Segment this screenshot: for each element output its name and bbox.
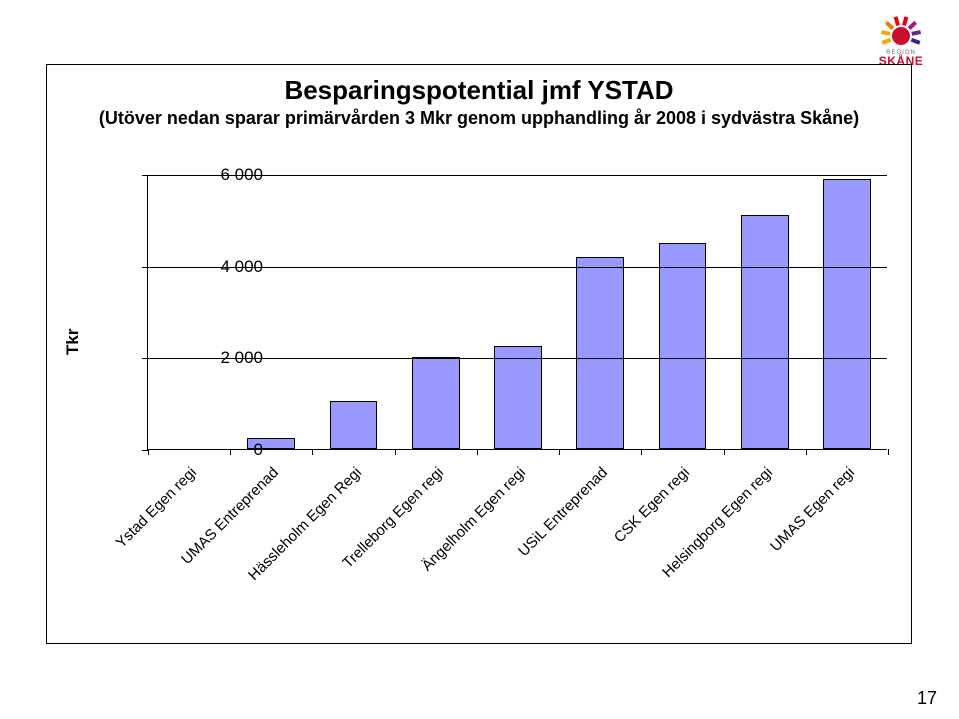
x-tick [312, 449, 313, 455]
chart-title: Besparingspotential jmf YSTAD [47, 75, 911, 106]
sun-icon [873, 8, 929, 50]
x-axis-label: USiL Entreprenad [515, 464, 611, 560]
x-tick [148, 449, 149, 455]
plot-area [147, 175, 887, 450]
bar [659, 243, 707, 449]
x-tick [724, 449, 725, 455]
page-number: 17 [917, 688, 937, 709]
x-tick [641, 449, 642, 455]
y-tick-mark [142, 267, 148, 268]
x-axis-label: CSK Egen regi [611, 464, 693, 546]
y-tick-label: 4 000 [203, 257, 263, 277]
chart-frame: Besparingspotential jmf YSTAD (Utöver ne… [46, 64, 912, 644]
chart-subtitle: (Utöver nedan sparar primärvården 3 Mkr … [47, 108, 911, 129]
x-tick [559, 449, 560, 455]
y-axis-title: Tkr [63, 329, 83, 355]
chart-titles: Besparingspotential jmf YSTAD (Utöver ne… [47, 65, 911, 129]
bar [741, 215, 789, 449]
y-tick-label: 6 000 [203, 165, 263, 185]
bar [823, 179, 871, 449]
slide: REGION SKÅNE Besparingspotential jmf YST… [0, 0, 959, 719]
x-tick [888, 449, 889, 455]
y-tick-label: 2 000 [203, 348, 263, 368]
y-tick-label: 0 [203, 440, 263, 460]
bar [576, 257, 624, 450]
bars-container [148, 175, 887, 449]
x-axis-label: UMAS Egen regi [767, 464, 858, 555]
bar [330, 401, 378, 449]
x-axis-label: Ystad Egen regi [113, 464, 201, 552]
x-tick [395, 449, 396, 455]
y-tick-mark [142, 358, 148, 359]
bar [412, 357, 460, 449]
x-tick [477, 449, 478, 455]
y-tick-mark [142, 175, 148, 176]
x-tick [806, 449, 807, 455]
bar [494, 346, 542, 449]
region-skane-logo: REGION SKÅNE [861, 8, 941, 68]
